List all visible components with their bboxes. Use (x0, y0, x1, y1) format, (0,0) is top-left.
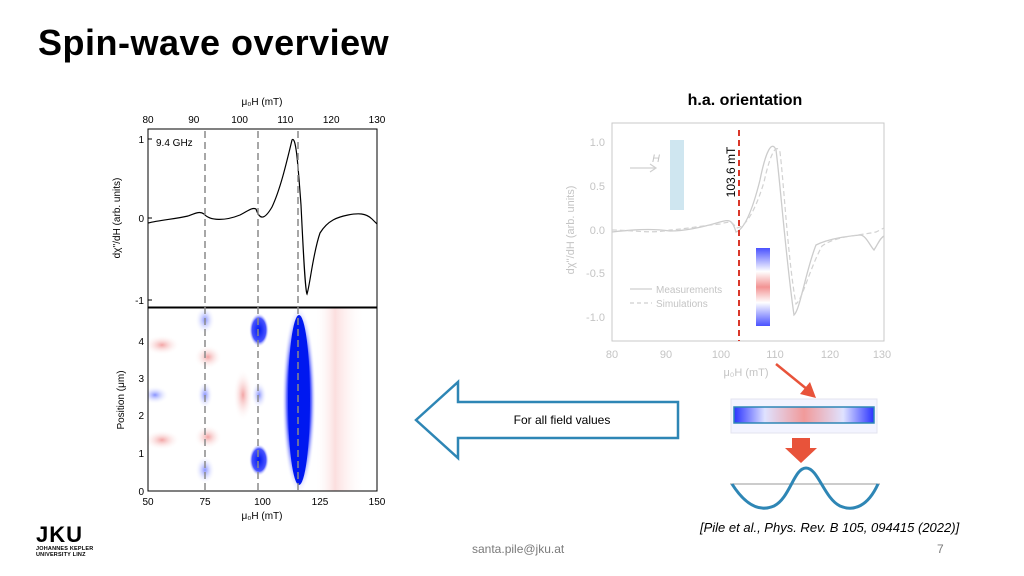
spectrum-ytick: 1 (138, 135, 144, 146)
mode-profile-strip (756, 248, 770, 326)
map-ytick: 1 (138, 449, 144, 460)
left-arrow: For all field values (414, 379, 680, 461)
map-ytick: 2 (138, 411, 144, 422)
top-tick: 100 (231, 115, 248, 126)
logo-line-2: UNIVERSITY LINZ (36, 552, 86, 558)
top-tick: 90 (188, 115, 200, 126)
bottom-tick: 125 (312, 497, 329, 508)
slide-title: Spin-wave overview (38, 22, 390, 63)
spectrum-ytick: -1 (135, 296, 144, 307)
measurement-curve (611, 145, 885, 317)
citation: [Pile et al., Phys. Rev. B 105, 094415 (… (700, 520, 960, 535)
right-xtick: 130 (873, 349, 891, 361)
top-tick: 110 (277, 115, 293, 126)
right-ytick: 0.0 (590, 225, 605, 237)
arrow-label: For all field values (514, 413, 611, 427)
right-ytick: -1.0 (586, 312, 605, 324)
bottom-axis-label: μ₀H (mT) (241, 511, 282, 522)
top-axis-label: μ₀H (mT) (241, 97, 282, 108)
right-xtick: 80 (606, 349, 618, 361)
down-arrow-icon (785, 438, 817, 463)
right-ytick: -0.5 (586, 268, 605, 280)
wave-profile (730, 466, 880, 510)
right-xtick: 110 (766, 349, 784, 361)
legend-simulations: Simulations (656, 299, 708, 310)
jku-logo: JKU JOHANNES KEPLER UNIVERSITY LINZ (36, 524, 126, 564)
red-pointer-arrow (775, 363, 816, 398)
sample-bar (670, 140, 684, 210)
right-heading: h.a. orientation (687, 92, 803, 109)
spectrum-ytick: 0 (138, 214, 144, 225)
mode-strip-horizontal (730, 398, 878, 434)
bottom-tick: 50 (142, 497, 154, 508)
top-tick: 130 (369, 115, 386, 126)
legend-measurements: Measurements (656, 285, 722, 296)
right-figure: 1.0 0.5 0.0 -0.5 -1.0 dχ''/dH (arb. unit… (565, 122, 891, 379)
map-frame (147, 307, 378, 492)
bottom-tick: 100 (254, 497, 271, 508)
right-xlabel: μ₀H (mT) (723, 367, 768, 379)
dashed-markers (204, 131, 299, 491)
map-ylabel: Position (μm) (116, 370, 127, 429)
logo-line-1: JOHANNES KEPLER (36, 546, 94, 552)
frequency-label: 9.4 GHz (156, 138, 193, 149)
field-arrow-icon (630, 163, 658, 173)
logo-text: JKU (36, 522, 84, 547)
map-ytick: 3 (138, 374, 144, 385)
right-xtick: 120 (821, 349, 839, 361)
bottom-tick: 150 (369, 497, 386, 508)
right-ylabel: dχ''/dH (arb. units) (565, 186, 577, 275)
simulation-curve (611, 148, 885, 306)
field-symbol: H (652, 153, 660, 165)
bottom-tick: 75 (199, 497, 211, 508)
top-tick: 120 (323, 115, 340, 126)
map-ytick: 4 (138, 337, 144, 348)
mode-map (148, 308, 377, 491)
marker-label: 103.6 mT (724, 146, 738, 197)
footer-email: santa.pile@jku.at (472, 542, 565, 556)
right-xtick: 100 (712, 349, 730, 361)
spectrum-curve (147, 138, 378, 296)
top-tick: 80 (142, 115, 154, 126)
right-xtick: 90 (660, 349, 672, 361)
right-ytick: 1.0 (590, 137, 605, 149)
spectrum-frame (147, 128, 378, 308)
left-figure: μ₀H (mT) 80 90 100 110 120 130 9.4 GHz 1… (112, 97, 386, 522)
page-number: 7 (937, 542, 944, 556)
map-ytick: 0 (138, 487, 144, 498)
right-ytick: 0.5 (590, 181, 605, 193)
spectrum-ylabel: dχ''/dH (arb. units) (112, 178, 123, 259)
